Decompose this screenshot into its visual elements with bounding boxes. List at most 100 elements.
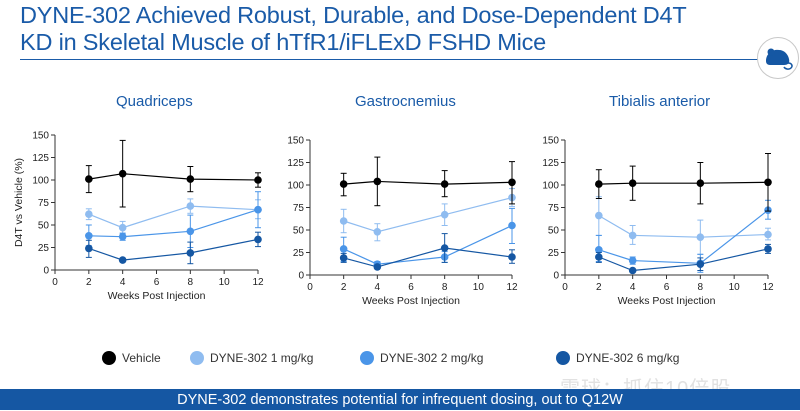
legend-item-6mgkg: DYNE-302 6 mg/kg [556,351,679,365]
data-point [118,256,127,264]
x-axis-title: Weeks Post Injection [618,295,716,307]
legend-marker-1mgkg [190,351,204,365]
x-tick-label: 4 [375,282,381,293]
series-line [88,205,259,229]
data-point [508,178,516,187]
data-point [440,210,449,219]
series-dyne-302-2-mg-kg [339,207,516,269]
mouse-badge [757,37,799,79]
x-tick-label: 12 [762,282,774,293]
data-point [696,233,705,241]
y-tick-label: 50 [38,221,50,232]
series-line [88,238,259,261]
data-point [628,179,637,187]
x-axis-title: Weeks Post Injection [108,290,206,302]
y-tick-label: 0 [43,266,49,277]
chart-title-gastrocnemius: Gastrocnemius [355,93,456,110]
legend-marker-6mgkg [556,351,570,365]
title-line-1: DYNE-302 Achieved Robust, Durable, and D… [20,2,687,28]
chart-title-tibialis-anterior: Tibialis anterior [609,93,711,110]
data-point [595,246,603,254]
data-point [339,254,348,262]
y-tick-label: 25 [548,248,560,259]
footer-banner: DYNE-302 demonstrates potential for infr… [0,389,800,410]
x-tick-label: 12 [506,282,518,293]
x-tick-label: 6 [664,282,670,293]
x-axis-title: Weeks Post Injection [362,295,460,307]
title-divider [20,59,760,60]
data-point [440,180,449,188]
x-tick-label: 4 [630,282,636,293]
legend: Vehicle DYNE-302 1 mg/kg DYNE-302 2 mg/k… [0,351,800,371]
legend-marker-vehicle [102,351,116,365]
data-point [628,266,637,275]
legend-label: Vehicle [122,351,161,365]
x-tick-label: 10 [473,282,485,293]
series-dyne-302-2-mg-kg [85,191,262,248]
data-point [186,175,195,183]
chart-gastrocnemius: 0 25 50 75 100 125 150 0 2 4 6 8 10 12 Weeks Post Inje… [287,136,518,308]
y-axis-title: D4T vs Vehicle (%) [13,158,25,247]
y-tick-label: 25 [293,248,305,259]
y-tick-label: 75 [548,203,560,214]
data-point [339,245,348,253]
chart-tibialis-anterior: 0 25 50 75 100 125 150 0 2 4 6 8 10 12 Weeks Post Inje… [542,136,774,308]
y-tick-label: 150 [287,136,304,147]
data-point [373,177,382,186]
data-point [85,210,93,218]
data-point [764,230,772,239]
y-tick-label: 0 [298,271,304,282]
data-point [628,256,637,265]
series-line [598,181,769,185]
y-tick-label: 125 [542,158,559,169]
series-line [343,180,513,185]
series-vehicle [85,139,262,208]
chart-title-quadriceps: Quadriceps [116,93,193,110]
series-dyne-302-1-mg-kg [595,196,772,255]
data-point [339,180,348,188]
data-point [186,249,195,257]
x-tick-label: 2 [596,282,602,293]
x-tick-label: 8 [188,277,194,288]
data-point [85,244,93,253]
data-point [508,253,516,261]
series-dyne-302-6-mg-kg [85,231,262,265]
y-tick-label: 75 [293,203,305,214]
series-line [598,215,769,238]
series-vehicle [339,156,516,207]
data-point [118,223,127,232]
data-point [373,228,382,236]
y-tick-label: 100 [287,181,304,192]
series-dyne-302-6-mg-kg [339,233,516,271]
legend-item-vehicle: Vehicle [102,351,161,365]
series-line [343,197,513,233]
x-tick-label: 0 [307,282,313,293]
x-tick-label: 2 [341,282,347,293]
x-tick-label: 0 [562,282,568,293]
x-tick-label: 10 [219,277,231,288]
data-point [373,263,382,271]
series-line [343,247,513,268]
series-line [88,173,259,181]
data-point [254,205,262,214]
data-point [764,245,772,253]
legend-item-1mgkg: DYNE-302 1 mg/kg [190,351,313,365]
x-tick-label: 12 [252,277,264,288]
title-line-2: KD in Skeletal Muscle of hTfR1/iFLExD FS… [20,29,547,55]
page-title: DYNE-302 Achieved Robust, Durable, and D… [20,2,740,56]
data-point [254,235,262,244]
data-point [118,169,127,178]
y-tick-label: 50 [548,226,560,237]
data-point [595,253,603,261]
x-tick-label: 8 [442,282,448,293]
x-tick-label: 0 [52,277,58,288]
legend-marker-2mgkg [360,351,374,365]
y-tick-label: 100 [32,176,49,187]
y-tick-label: 75 [38,198,50,209]
data-point [339,217,348,225]
mouse-icon [766,48,793,70]
series-dyne-302-6-mg-kg [595,243,772,275]
legend-label: DYNE-302 1 mg/kg [210,351,314,365]
data-point [764,178,772,187]
